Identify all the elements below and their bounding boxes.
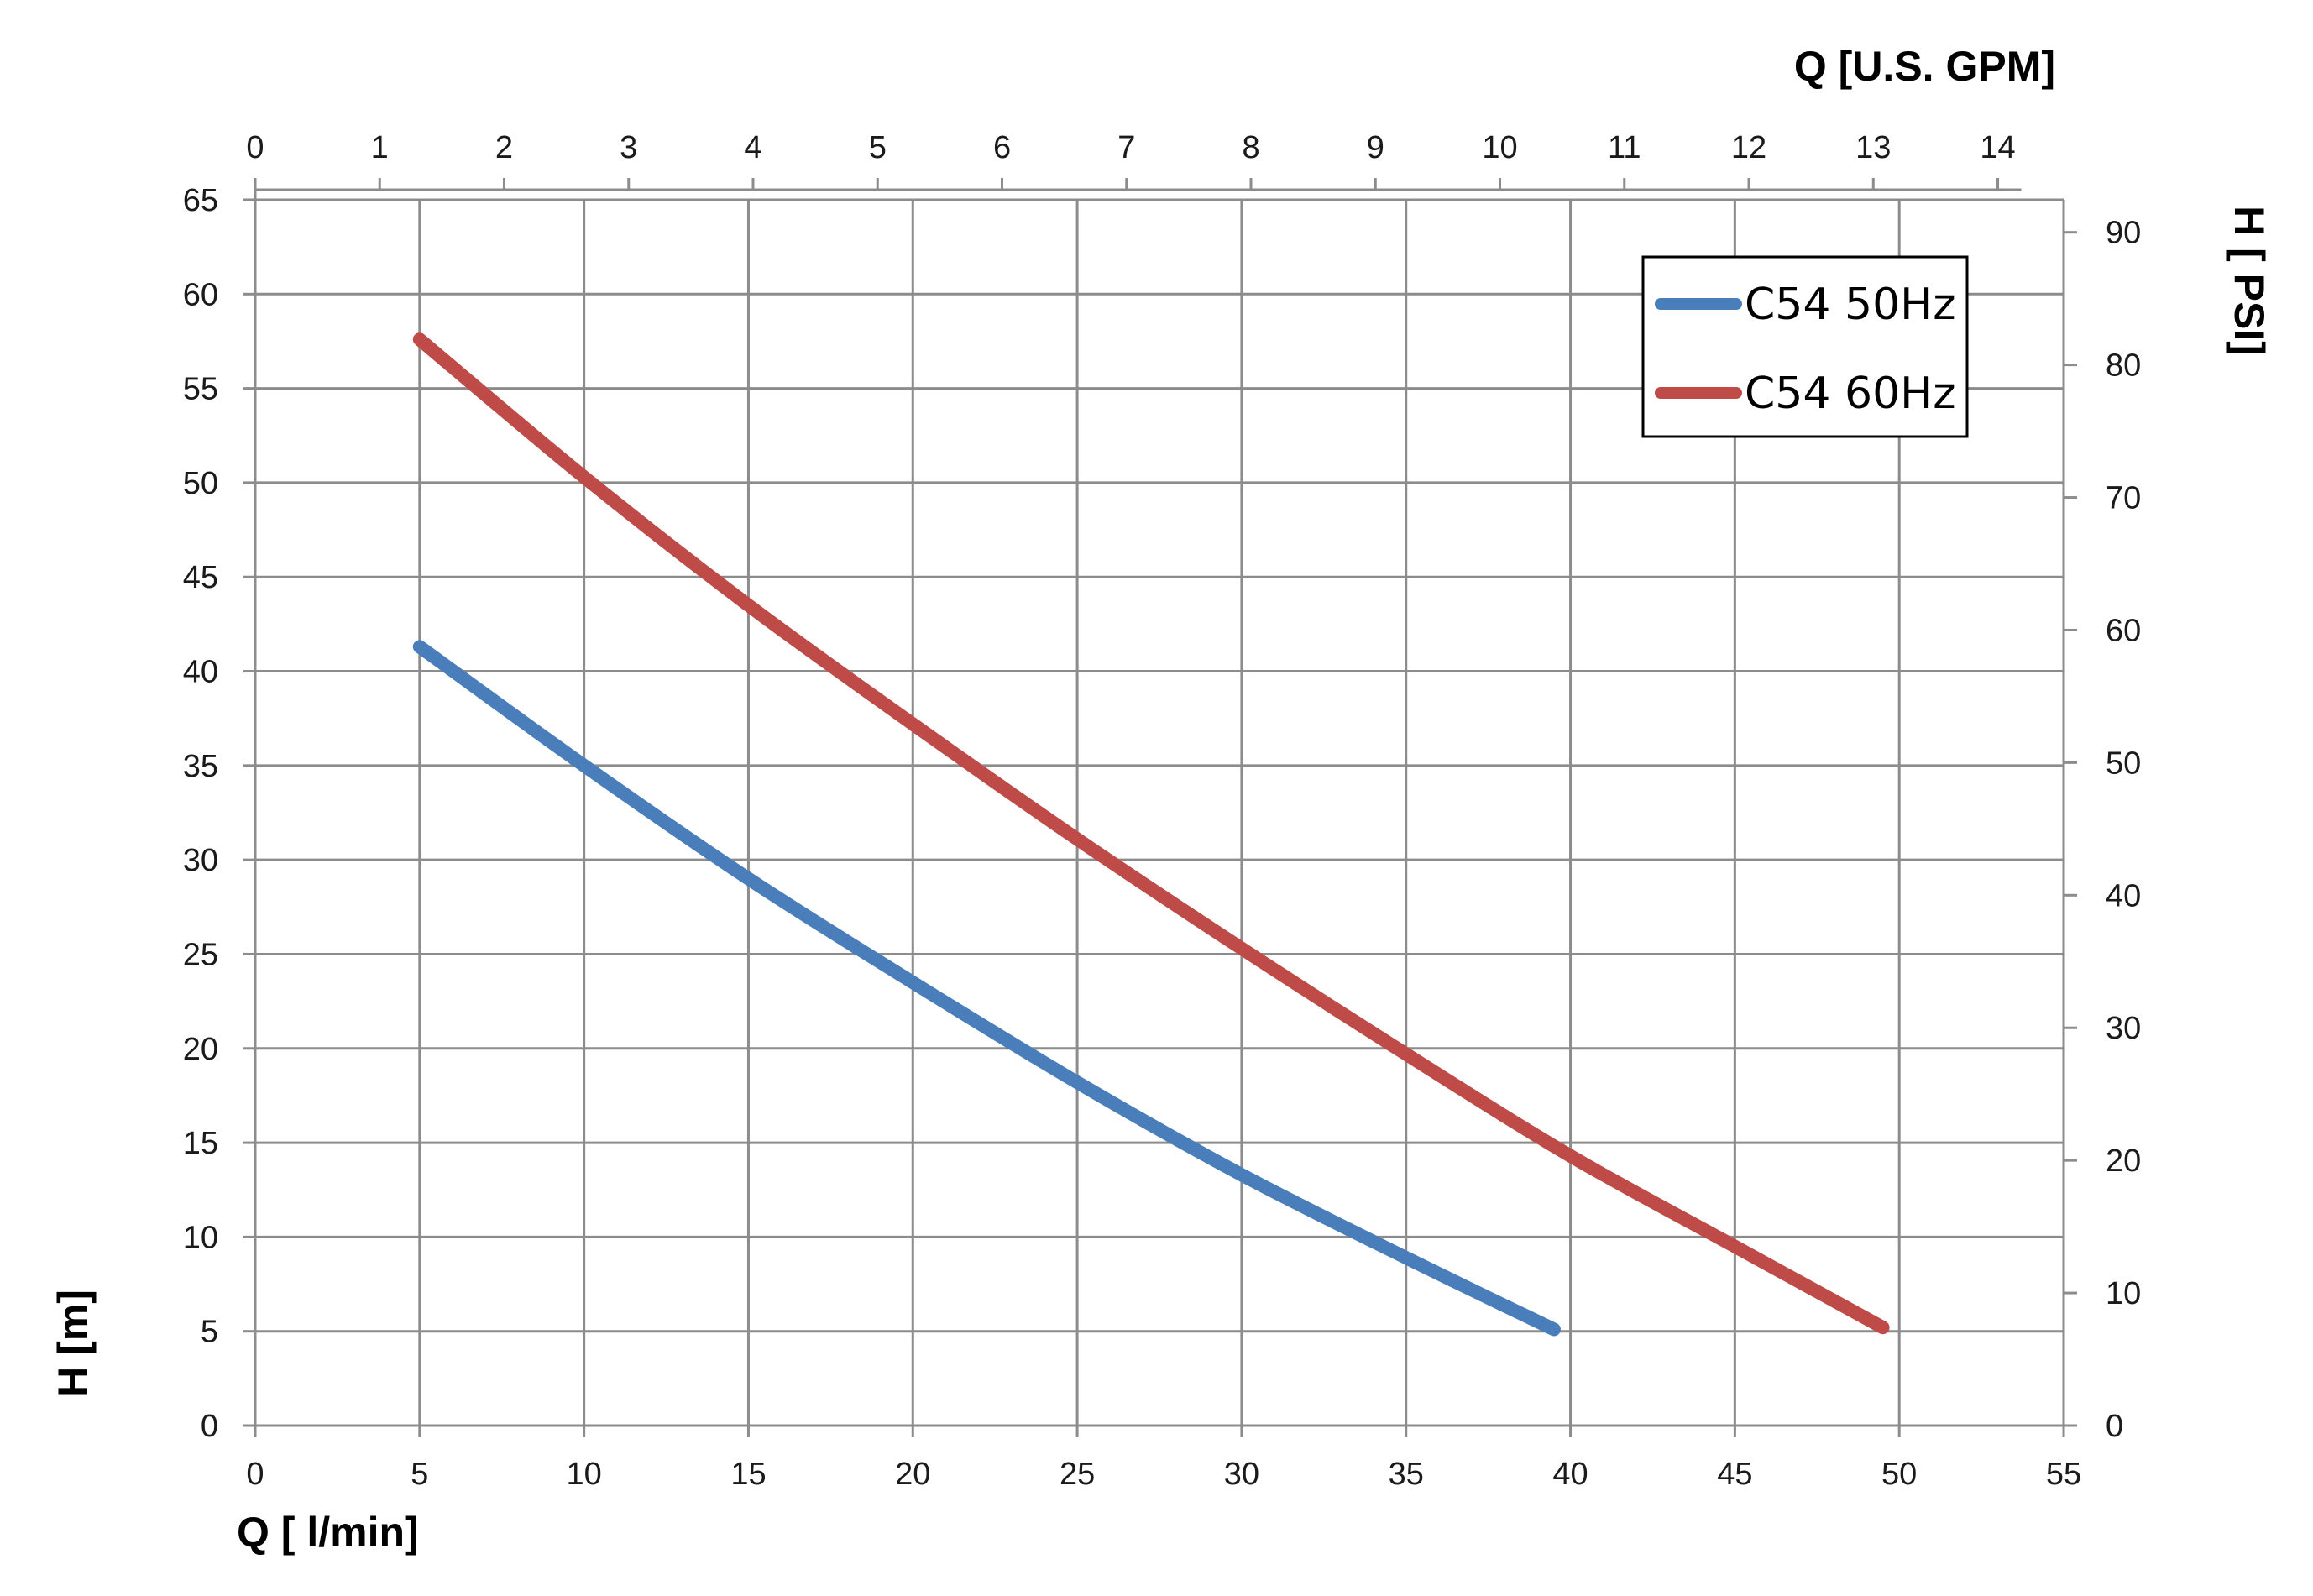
x-tick-label: 45 [1717,1457,1752,1492]
y-tick-label: 50 [183,466,218,501]
legend-label-c54-50hz: C54 50Hz [1745,280,1956,330]
x-tick-label: 10 [566,1457,601,1492]
x-axis-title: Q [ l/min] [237,1509,419,1556]
top-tick-label: 11 [1608,130,1641,165]
axes [243,178,2077,1437]
y-axis-title: H [m] [50,1290,97,1397]
y-tick-label: 45 [183,560,218,595]
right-tick-label: 60 [2106,613,2141,648]
right-tick-label: 90 [2106,216,2141,251]
x-tick-label: 25 [1060,1457,1095,1492]
series-line-c54-60hz [412,332,1890,1335]
top-tick-label: 3 [620,130,637,165]
right-tick-label: 0 [2106,1409,2123,1444]
y-tick-label: 10 [183,1220,218,1255]
x-tick-label: 30 [1224,1457,1259,1492]
y-tick-label: 65 [183,183,218,218]
top-tick-label: 10 [1482,130,1517,165]
top-tick-label: 7 [1117,130,1135,165]
top-tick-label: 13 [1855,130,1891,165]
legend: C54 50Hz C54 60Hz [1641,255,1969,438]
right-tick-label: 20 [2106,1143,2141,1179]
top-tick-label: 8 [1242,130,1259,165]
top-axis-title: Q [U.S. GPM] [1794,43,2055,90]
tick-labels: 0 5 10 15 20 25 30 35 40 45 50 55051015202530354045… [183,130,2142,1492]
x-tick-label: 35 [1389,1457,1424,1492]
top-tick-label: 6 [993,130,1011,165]
right-tick-label: 80 [2106,348,2141,384]
right-tick-label: 10 [2106,1276,2141,1311]
y-tick-label: 55 [183,372,218,407]
y-tick-label: 5 [201,1315,218,1350]
x-tick-label: 5 [411,1457,428,1492]
legend-label-c54-60hz: C54 60Hz [1745,369,1956,419]
top-tick-label: 14 [1980,130,2015,165]
y-tick-label: 35 [183,749,218,784]
right-tick-label: 40 [2106,878,2141,913]
y-tick-label: 60 [183,277,218,312]
y-tick-label: 25 [183,937,218,972]
top-tick-label: 4 [744,130,761,165]
y-tick-label: 15 [183,1126,218,1161]
legend-box [1641,255,1969,438]
right-tick-label: 30 [2106,1011,2141,1046]
series-lines [412,332,1890,1337]
right-axis-title: H [ PSI] [2226,206,2273,355]
y-tick-label: 40 [183,655,218,690]
top-tick-label: 1 [371,130,389,165]
top-tick-label: 0 [246,130,264,165]
series-line-c54-50hz [412,640,1561,1337]
top-tick-label: 2 [495,130,513,165]
x-tick-label: 15 [730,1457,766,1492]
right-tick-label: 70 [2106,481,2141,516]
x-tick-label: 50 [1881,1457,1917,1492]
y-tick-label: 0 [201,1409,218,1444]
x-tick-label: 20 [895,1457,930,1492]
x-tick-label: 40 [1552,1457,1588,1492]
x-tick-label: 55 [2046,1457,2081,1492]
top-tick-label: 5 [869,130,887,165]
y-tick-label: 30 [183,843,218,878]
x-tick-label: 0 [246,1457,264,1492]
y-tick-label: 20 [183,1032,218,1067]
right-tick-label: 50 [2106,746,2141,781]
top-tick-label: 9 [1367,130,1384,165]
top-tick-label: 12 [1731,130,1766,165]
